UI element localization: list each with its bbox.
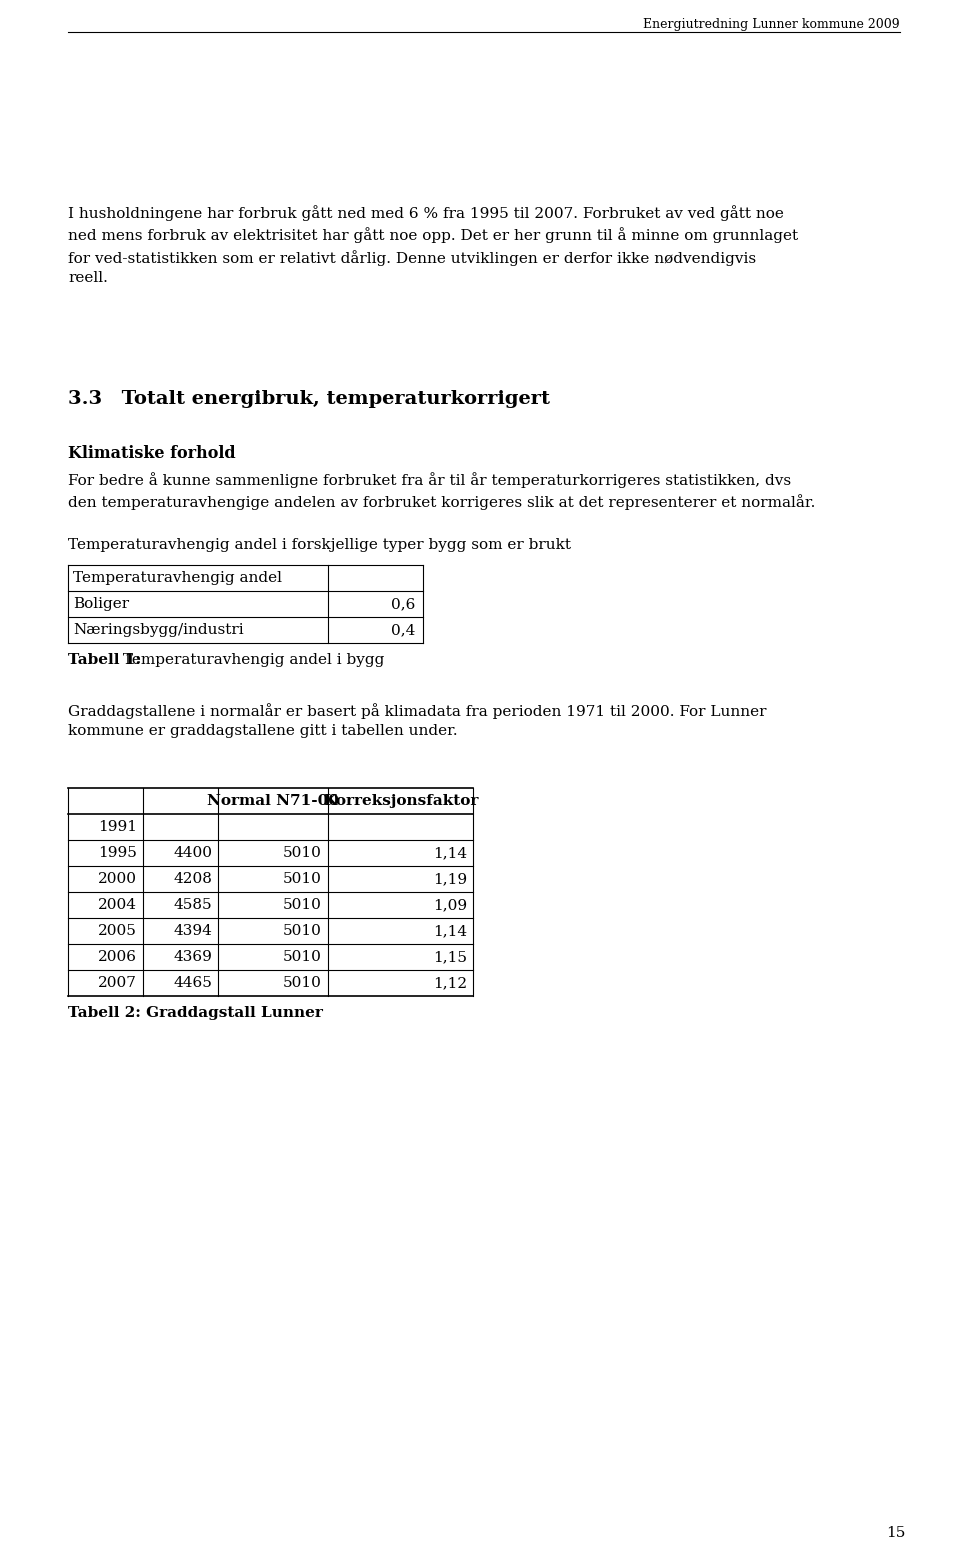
Text: 4369: 4369	[173, 950, 212, 964]
Text: 4394: 4394	[173, 924, 212, 938]
Text: 5010: 5010	[283, 975, 322, 989]
Text: Energiutredning Lunner kommune 2009: Energiutredning Lunner kommune 2009	[643, 19, 900, 31]
Text: Temperaturavhengig andel: Temperaturavhengig andel	[73, 570, 282, 584]
Text: Temperaturavhengig andel i forskjellige typer bygg som er brukt: Temperaturavhengig andel i forskjellige …	[68, 538, 571, 552]
Text: 5010: 5010	[283, 897, 322, 911]
Text: 1991: 1991	[98, 820, 137, 834]
Text: Tabell 1:: Tabell 1:	[68, 653, 141, 667]
Text: 1,09: 1,09	[433, 897, 467, 911]
Text: 2004: 2004	[98, 897, 137, 911]
Text: 15: 15	[886, 1525, 905, 1539]
Text: Normal N71-00: Normal N71-00	[207, 795, 339, 809]
Text: 3.3 Totalt energibruk, temperaturkorrigert: 3.3 Totalt energibruk, temperaturkorrige…	[68, 390, 550, 408]
Text: 4400: 4400	[173, 846, 212, 860]
Text: Temperaturavhengig andel i bygg: Temperaturavhengig andel i bygg	[118, 653, 384, 667]
Text: Næringsbygg/industri: Næringsbygg/industri	[73, 623, 244, 637]
Text: Graddagstallene i normalår er basert på klimadata fra perioden 1971 til 2000. Fo: Graddagstallene i normalår er basert på …	[68, 703, 766, 738]
Text: 2006: 2006	[98, 950, 137, 964]
Text: 2007: 2007	[98, 975, 137, 989]
Text: 5010: 5010	[283, 950, 322, 964]
Text: 5010: 5010	[283, 924, 322, 938]
Text: 1,19: 1,19	[433, 872, 467, 887]
Text: I husholdningene har forbruk gått ned med 6 % fra 1995 til 2007. Forbruket av ve: I husholdningene har forbruk gått ned me…	[68, 206, 798, 285]
Text: 1,14: 1,14	[433, 924, 467, 938]
Text: 1,14: 1,14	[433, 846, 467, 860]
Text: 1995: 1995	[98, 846, 137, 860]
Text: 5010: 5010	[283, 872, 322, 887]
Text: 4585: 4585	[174, 897, 212, 911]
Text: 2005: 2005	[98, 924, 137, 938]
Text: 2000: 2000	[98, 872, 137, 887]
Text: Klimatiske forhold: Klimatiske forhold	[68, 446, 235, 463]
Text: 1,12: 1,12	[433, 975, 467, 989]
Text: For bedre å kunne sammenligne forbruket fra år til år temperaturkorrigeres stati: For bedre å kunne sammenligne forbruket …	[68, 472, 815, 509]
Text: Tabell 2: Graddagstall Lunner: Tabell 2: Graddagstall Lunner	[68, 1006, 323, 1020]
Text: 0,6: 0,6	[391, 597, 415, 611]
Text: Korreksjonsfaktor: Korreksjonsfaktor	[323, 795, 478, 809]
Text: 1,15: 1,15	[433, 950, 467, 964]
Text: 0,4: 0,4	[391, 623, 415, 637]
Text: Boliger: Boliger	[73, 597, 130, 611]
Text: 4208: 4208	[173, 872, 212, 887]
Text: 4465: 4465	[173, 975, 212, 989]
Text: 5010: 5010	[283, 846, 322, 860]
